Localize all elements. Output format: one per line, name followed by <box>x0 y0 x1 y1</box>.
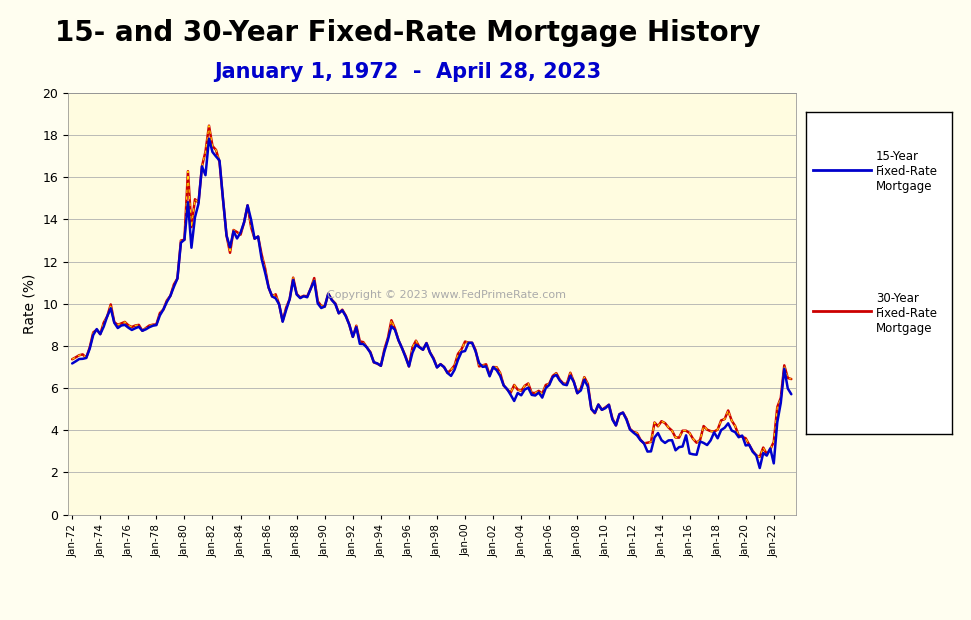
Text: January 1, 1972  -  April 28, 2023: January 1, 1972 - April 28, 2023 <box>215 62 601 82</box>
Text: 15-Year
Fixed-Rate
Mortgage: 15-Year Fixed-Rate Mortgage <box>876 150 938 193</box>
Text: 30-Year
Fixed-Rate
Mortgage: 30-Year Fixed-Rate Mortgage <box>876 292 938 335</box>
Text: Copyright © 2023 www.FedPrimeRate.com: Copyright © 2023 www.FedPrimeRate.com <box>327 290 566 300</box>
Y-axis label: Rate (%): Rate (%) <box>22 273 37 334</box>
Text: 15- and 30-Year Fixed-Rate Mortgage History: 15- and 30-Year Fixed-Rate Mortgage Hist… <box>55 19 760 46</box>
